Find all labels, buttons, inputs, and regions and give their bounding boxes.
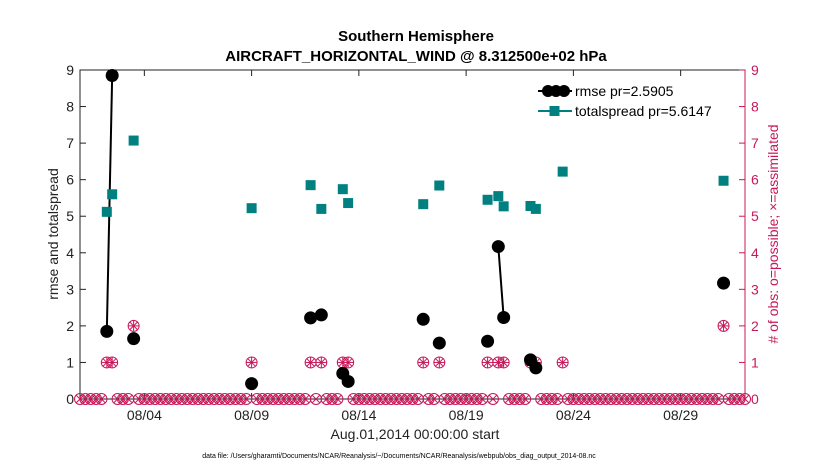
right-tick-label: 3 [751,281,759,297]
right-tick-label: 8 [751,99,759,115]
obs-count-marker [519,393,532,405]
totalspread-point [128,135,139,146]
totalspread-point [101,206,112,217]
totalspread-point [718,175,729,186]
right-tick-label: 4 [751,245,759,261]
totalspread-point [337,184,348,195]
rmse-point [314,308,328,322]
bottom-tick-label: 08/24 [556,407,591,423]
left-tick-label: 5 [66,208,74,224]
rmse-point [491,240,505,254]
totalspread-point [530,203,541,214]
bottom-tick-label: 08/29 [663,407,698,423]
totalspread-point [316,203,327,214]
left-tick-label: 9 [66,62,74,78]
totalspread-point [434,180,445,191]
rmse-segment [105,75,114,332]
obs-count-marker [433,356,446,369]
rmse-point [416,312,430,326]
right-tick-label: 7 [751,135,759,151]
right-tick-label: 5 [751,208,759,224]
x-axis-label: Aug.01,2014 00:00:00 start [331,426,500,442]
legend-spread-marker [549,106,560,116]
totalspread-point [498,201,509,212]
rmse-point [432,336,446,350]
obs-count-marker [95,393,108,405]
obs-count-marker [315,356,328,369]
totalspread-point [343,198,354,209]
rmse-point [341,374,355,388]
obs-count-marker [417,356,430,369]
bottom-tick-label: 08/19 [449,407,484,423]
legend-rmse-label: rmse pr=2.5905 [575,83,674,99]
rmse-point [100,324,114,338]
plot-area [79,69,746,400]
obs-count-marker [304,356,317,369]
totalspread-point [107,189,118,200]
chart-title-line2: AIRCRAFT_HORIZONTAL_WIND @ 8.312500e+02 … [225,48,607,65]
left-tick-label: 7 [66,135,74,151]
obs-count-marker [556,356,569,369]
right-tick-label: 2 [751,318,759,334]
left-tick-label: 1 [66,354,74,370]
obs-count-marker [717,319,730,332]
right-tick-label: 0 [751,391,759,407]
obs-count-marker [739,393,751,405]
left-axis: 0 1 2 3 4 5 6 7 8 9 [66,62,86,407]
rmse-point [127,332,141,346]
bottom-tick-label: 08/09 [234,407,269,423]
obs-count-marker [551,393,564,405]
left-tick-label: 3 [66,281,74,297]
rmse-point [529,361,543,375]
totalspread-point [418,199,429,210]
rmse-point [105,68,119,82]
left-tick-label: 8 [66,99,74,115]
y-axis-label-left: rmse and totalspread [45,168,61,300]
totalspread-point [493,191,504,202]
obs-count-markers [74,319,751,405]
bottom-tick-label: 08/04 [127,407,162,423]
right-tick-label: 1 [751,354,759,370]
rmse-point [245,377,259,391]
left-tick-label: 0 [66,391,74,407]
legend-spread-label: totalspread pr=5.6147 [575,103,712,119]
obs-count-marker [127,319,140,332]
chart-title-line1: Southern Hemisphere [338,28,494,45]
obs-count-marker [486,393,499,405]
rmse-point [304,311,318,325]
obs-count-marker [245,356,258,369]
legend: rmse pr=2.5905 totalspread pr=5.6147 [538,83,712,119]
left-tick-label: 4 [66,245,74,261]
right-tick-label: 6 [751,172,759,188]
totalspread-point [246,203,257,214]
totalspread-markers [101,135,729,217]
rmse-markers [100,68,731,391]
right-axis: 0 1 2 3 4 5 6 7 8 9 [739,62,759,407]
right-tick-label: 9 [751,62,759,78]
rmse-lines [105,75,505,332]
obs-count-marker [106,356,119,369]
rmse-point [497,310,511,324]
totalspread-point [305,180,316,191]
bottom-axis: 08/04 08/09 08/14 08/19 08/24 08/29 [127,70,698,423]
rmse-point [481,334,495,348]
y-axis-label-right: # of obs: o=possible; ×=assimilated [765,124,781,343]
obs-count-marker [331,393,344,405]
legend-rmse-marker-3 [558,85,570,97]
obs-count-marker [497,356,510,369]
data-file-footer: data file: /Users/gharamti/Documents/NCA… [202,453,596,460]
obs-count-marker [481,356,494,369]
bottom-tick-label: 08/14 [341,407,376,423]
left-tick-label: 2 [66,318,74,334]
rmse-segment [497,246,505,318]
rmse-point [717,276,731,290]
totalspread-point [525,200,536,211]
obs-count-marker [342,356,355,369]
totalspread-point [557,166,568,177]
totalspread-point [482,194,493,205]
left-tick-label: 6 [66,172,74,188]
